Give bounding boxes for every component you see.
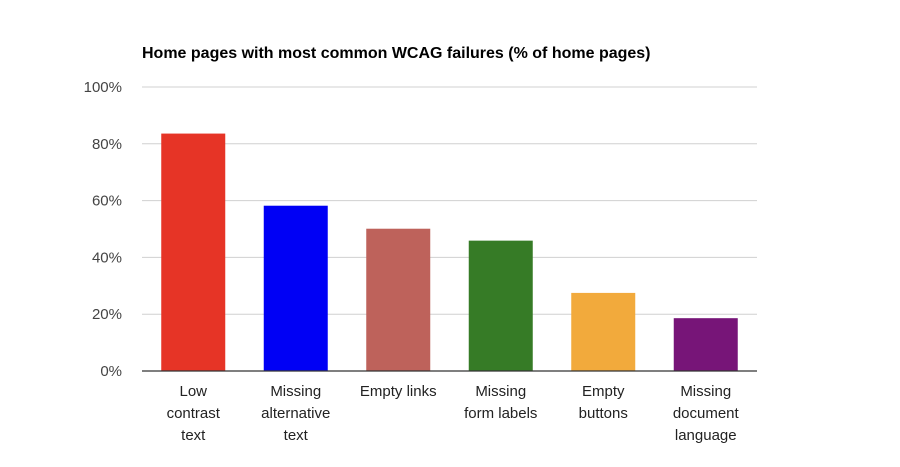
y-tick-label: 40% xyxy=(92,249,122,266)
chart-title: Home pages with most common WCAG failure… xyxy=(142,45,651,62)
y-tick-label: 60% xyxy=(92,193,122,210)
x-tick-label: Empty links xyxy=(360,383,437,400)
x-tick-label: Missing alternative text xyxy=(261,383,330,444)
gridlines xyxy=(142,86,757,315)
x-tick-label: Low contrast text xyxy=(167,383,221,444)
x-tick-label: Empty buttons xyxy=(579,383,628,422)
y-tick-label: 80% xyxy=(92,136,122,153)
y-tick-label: 100% xyxy=(84,79,122,96)
bar xyxy=(673,318,738,371)
y-axis-ticks: 0% 20% 40% 60% 80% 100% xyxy=(84,79,122,380)
bars xyxy=(161,133,738,371)
bar xyxy=(161,133,226,371)
y-tick-label: 0% xyxy=(100,363,122,380)
x-axis-labels: Low contrast text Missing alternative text Emp… xyxy=(167,383,740,444)
bar xyxy=(571,292,636,371)
bar xyxy=(468,240,533,371)
x-tick-label: Missing document language xyxy=(673,383,740,444)
bar xyxy=(366,228,431,371)
x-tick-label: Missing form labels xyxy=(464,383,537,422)
y-tick-label: 20% xyxy=(92,306,122,323)
bar xyxy=(263,205,328,371)
